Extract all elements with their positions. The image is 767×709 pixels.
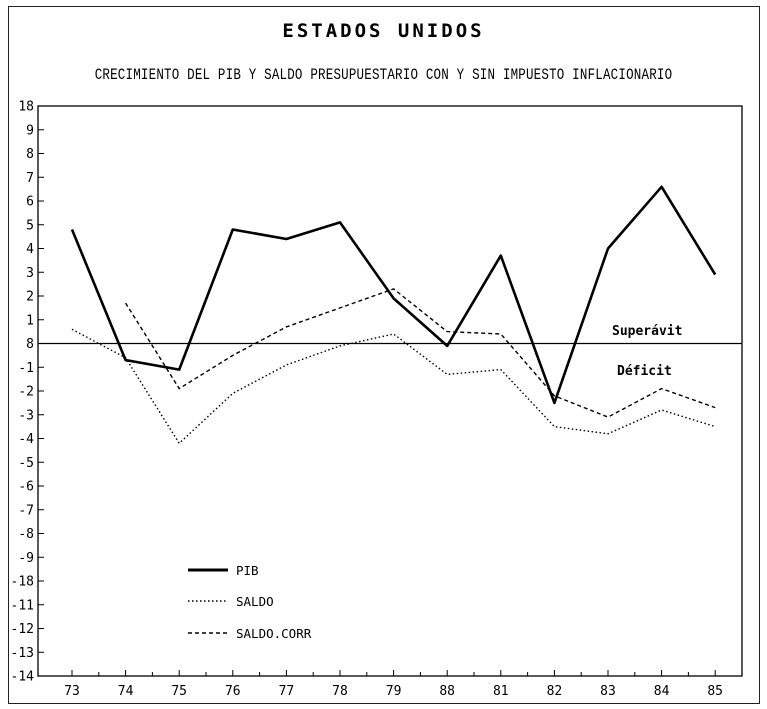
y-tick-label: 6 <box>26 195 34 210</box>
annotation-deficit: Déficit <box>617 364 672 379</box>
x-tick-label: 77 <box>279 684 295 699</box>
x-tick-label: 82 <box>547 684 563 699</box>
chart-frame <box>8 6 760 704</box>
y-tick-label: -13 <box>11 646 34 661</box>
annotation-superavit: Superávit <box>612 324 682 339</box>
x-tick-label: 81 <box>493 684 509 699</box>
x-tick-label: 88 <box>439 684 455 699</box>
y-tick-label: 1 <box>26 313 34 328</box>
legend-label-saldo: SALDO <box>236 594 274 609</box>
legend-label-pib: PIB <box>236 563 259 578</box>
y-tick-label: -8 <box>18 527 34 542</box>
y-tick-label: 2 <box>26 290 34 305</box>
x-tick-label: 76 <box>225 684 241 699</box>
series-line-saldo-corr <box>125 288 716 418</box>
y-tick-label: -2 <box>18 385 34 400</box>
x-axis-ticks: 73 74 75 76 77 78 79 88 81 82 83 84 85 <box>64 670 723 699</box>
y-tick-label: -11 <box>11 598 34 613</box>
legend: PIB SALDO SALDO.CORR <box>188 563 312 641</box>
y-tick-label: -9 <box>18 551 34 566</box>
y-tick-label: 3 <box>26 266 34 281</box>
y-tick-label: -5 <box>18 456 34 471</box>
y-tick-label: -14 <box>11 670 35 685</box>
plot-area-border <box>37 105 743 677</box>
x-tick-label: 78 <box>332 684 348 699</box>
y-tick-label: 9 <box>26 123 34 138</box>
plot-axes <box>37 105 743 677</box>
x-tick-label: 84 <box>654 684 670 699</box>
y-tick-label: 8 <box>26 147 34 162</box>
series-layer <box>70 185 717 444</box>
chart-subtitle: CRECIMIENTO DEL PIB Y SALDO PRESUPUESTAR… <box>94 66 673 84</box>
y-tick-label: 4 <box>26 242 34 257</box>
y-tick-label: -18 <box>11 575 34 590</box>
chart-title: ESTADOS UNIDOS <box>282 20 485 42</box>
y-axis-ticks: 189876543218-1-2-3-4-5-6-7-8-9-18-11-12-… <box>11 100 44 685</box>
x-tick-label: 83 <box>600 684 616 699</box>
y-tick-label: 5 <box>26 218 34 233</box>
y-tick-label: -4 <box>18 432 34 447</box>
y-tick-label: -3 <box>18 408 34 423</box>
x-tick-label: 85 <box>707 684 723 699</box>
legend-label-saldo-corr: SALDO.CORR <box>236 626 312 641</box>
x-tick-label: 79 <box>386 684 402 699</box>
x-tick-label: 75 <box>171 684 187 699</box>
x-tick-label: 73 <box>64 684 80 699</box>
y-tick-label: 7 <box>26 171 34 186</box>
series-line-saldo <box>71 328 716 444</box>
y-tick-label: -6 <box>18 480 34 495</box>
y-tick-label: -7 <box>18 503 34 518</box>
y-tick-label: 8 <box>26 337 34 352</box>
y-tick-label: -1 <box>18 361 34 376</box>
y-tick-label: 18 <box>18 100 34 115</box>
x-tick-label: 74 <box>118 684 134 699</box>
y-tick-label: -12 <box>11 622 34 637</box>
